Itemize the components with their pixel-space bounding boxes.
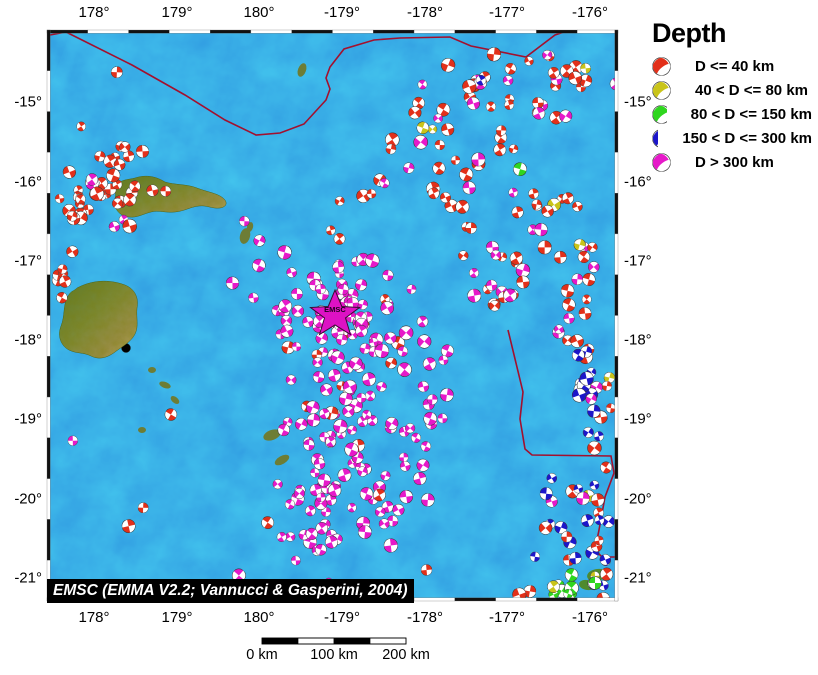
svg-text:0 km: 0 km [246, 647, 277, 663]
svg-text:100 km: 100 km [310, 647, 358, 663]
svg-text:200 km: 200 km [382, 647, 430, 663]
